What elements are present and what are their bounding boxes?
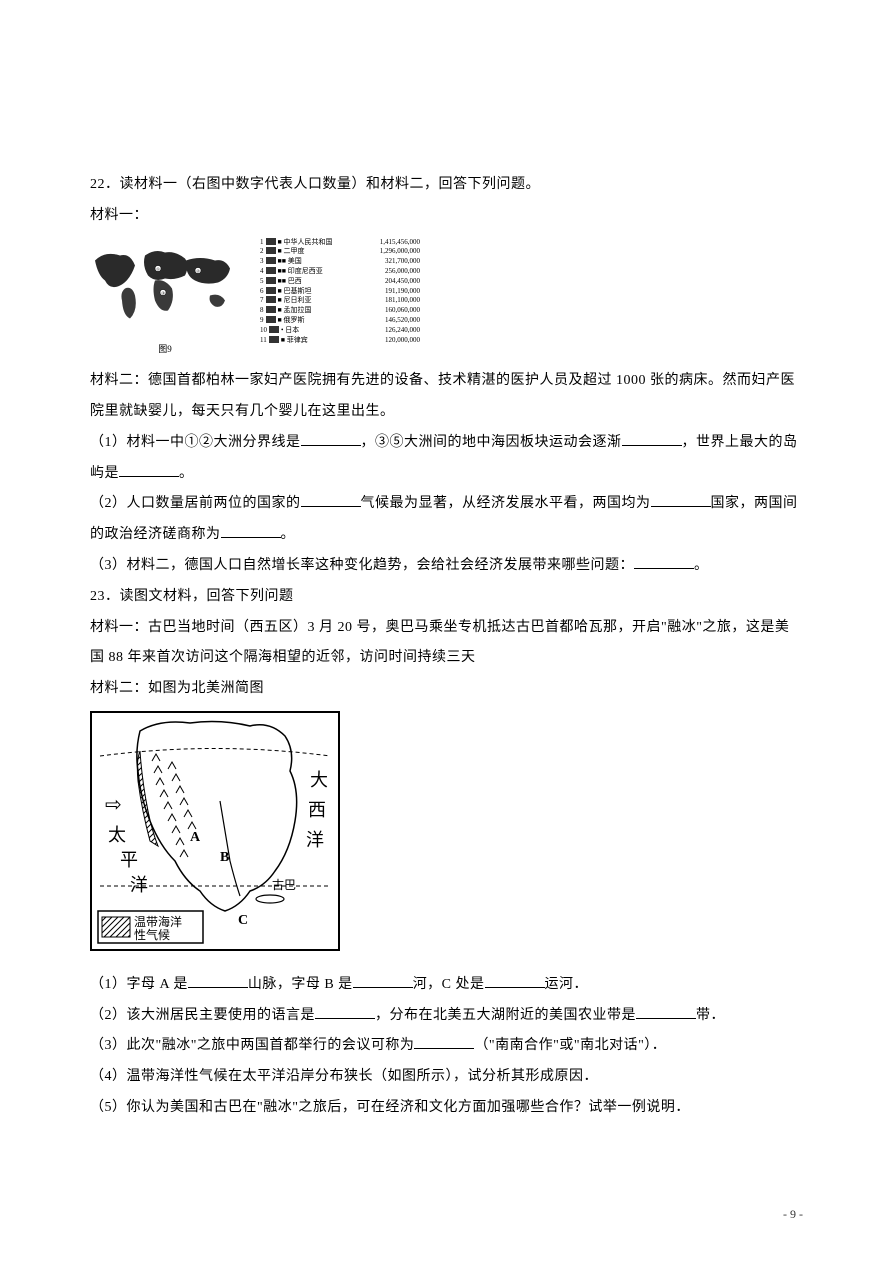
rank-item: 11■ 菲律宾120,000,000: [260, 336, 420, 346]
svg-text:洋: 洋: [130, 875, 148, 895]
q22-intro-text: 读材料一（右图中数字代表人口数量）和材料二，回答下列问题。: [120, 177, 541, 192]
q22-sub2: （2）人口数量居前两位的国家的气候最为显著，从经济发展水平看，两国均为国家，两国…: [90, 489, 803, 551]
blank-input[interactable]: [221, 524, 281, 538]
svg-text:性气候: 性气候: [134, 927, 170, 942]
rank-item: 9■ 俄罗斯146,520,000: [260, 316, 420, 326]
q23-sub2: （2）该大洲居民主要使用的语言是，分布在北美五大湖附近的美国农业带是带．: [90, 1001, 803, 1032]
svg-text:②: ②: [196, 268, 200, 273]
blank-input[interactable]: [353, 974, 413, 988]
svg-text:C: C: [238, 913, 248, 928]
q22-sub3: （3）材料二，德国人口自然增长率这种变化趋势，会给社会经济发展带来哪些问题：。: [90, 551, 803, 582]
flag-icon: [266, 277, 276, 284]
q22-sub1: （1）材料一中①②大洲分界线是，③⑤大洲间的地中海因板块运动会逐渐，世界上最大的…: [90, 428, 803, 490]
rank-item: 3■■ 美国321,700,000: [260, 257, 420, 267]
svg-text:平: 平: [120, 850, 138, 870]
blank-input[interactable]: [622, 432, 682, 446]
flag-icon: [269, 336, 279, 343]
flag-icon: [266, 238, 276, 245]
svg-text:温带海洋: 温带海洋: [134, 914, 182, 929]
flag-icon: [266, 316, 276, 323]
q22-material2: 材料二：德国首都柏林一家妇产医院拥有先进的设备、技术精湛的医护人员及超过 100…: [90, 366, 803, 428]
q22-material1-label: 材料一：: [90, 201, 803, 232]
flag-icon: [266, 287, 276, 294]
q22-intro: 22．读材料一（右图中数字代表人口数量）和材料二，回答下列问题。: [90, 170, 803, 201]
q23-material1: 材料一：古巴当地时间（西五区）3 月 20 号，奥巴马乘坐专机抵达古巴首都哈瓦那…: [90, 613, 803, 675]
world-map-figure: ① ② ③ 图9 1■ 中华人民共和国1,415,456,000 2■ 二甲度1…: [90, 238, 803, 361]
svg-text:古巴: 古巴: [272, 877, 296, 892]
rank-item: 7■ 尼日利亚181,100,000: [260, 296, 420, 306]
blank-input[interactable]: [301, 493, 361, 507]
svg-text:③: ③: [161, 290, 165, 295]
pacific-label: 太: [108, 825, 126, 845]
blank-input[interactable]: [315, 1005, 375, 1019]
rank-item: 1■ 中华人民共和国1,415,456,000: [260, 238, 420, 248]
svg-text:B: B: [220, 850, 229, 865]
flag-icon: [266, 296, 276, 303]
rank-item: 8■ 孟加拉国160,060,000: [260, 306, 420, 316]
q23-sub4: （4）温带海洋性气候在太平洋沿岸分布狭长（如图所示），试分析其形成原因．: [90, 1062, 803, 1093]
rank-item: 10• 日本126,240,000: [260, 326, 420, 336]
q23-sub1: （1）字母 A 是山脉，字母 B 是河，C 处是运河．: [90, 970, 803, 1001]
svg-text:A: A: [190, 830, 201, 845]
blank-input[interactable]: [636, 1005, 696, 1019]
north-america-map: ⇨ 太 平 洋 大 西 洋 A B C 古巴 温带海洋 性气候: [90, 711, 803, 964]
map-caption: 图9: [90, 340, 240, 360]
blank-input[interactable]: [188, 974, 248, 988]
world-map-block: ① ② ③ 图9: [90, 238, 240, 361]
rank-item: 6■ 巴基斯坦191,190,000: [260, 287, 420, 297]
atlantic-label: 大: [310, 770, 328, 790]
flag-icon: [266, 247, 276, 254]
na-map-icon: ⇨ 太 平 洋 大 西 洋 A B C 古巴 温带海洋 性气候: [90, 711, 340, 951]
rank-item: 4■■ 印度尼西亚256,000,000: [260, 267, 420, 277]
svg-text:①: ①: [156, 266, 160, 271]
world-map-icon: ① ② ③: [90, 238, 240, 328]
blank-input[interactable]: [651, 493, 711, 507]
flag-icon: [269, 326, 279, 333]
q23-sub3: （3）此次"融冰"之旅中两国首都举行的会议可称为（"南南合作"或"南北对话"）．: [90, 1031, 803, 1062]
q23-intro-text: 读图文材料，回答下列问题: [120, 589, 294, 604]
svg-text:西: 西: [308, 800, 326, 820]
q23-intro: 23．读图文材料，回答下列问题: [90, 582, 803, 613]
svg-text:洋: 洋: [306, 830, 324, 850]
q23-sub5: （5）你认为美国和古巴在"融冰"之旅后，可在经济和文化方面加强哪些合作？试举一例…: [90, 1093, 803, 1124]
q22-number: 22．: [90, 177, 120, 192]
q23-number: 23．: [90, 589, 120, 604]
flag-icon: [266, 267, 276, 274]
page-number: - 9 -: [783, 1201, 803, 1227]
rank-item: 5■■ 巴西204,450,000: [260, 277, 420, 287]
population-ranking: 1■ 中华人民共和国1,415,456,000 2■ 二甲度1,296,000,…: [260, 238, 420, 346]
rank-item: 2■ 二甲度1,296,000,000: [260, 247, 420, 257]
blank-input[interactable]: [301, 432, 361, 446]
flag-icon: [266, 257, 276, 264]
q23-material2-label: 材料二：如图为北美洲简图: [90, 674, 803, 705]
blank-input[interactable]: [414, 1035, 474, 1049]
blank-input[interactable]: [485, 974, 545, 988]
arrow-icon: ⇨: [105, 794, 122, 816]
blank-input[interactable]: [119, 463, 179, 477]
flag-icon: [266, 306, 276, 313]
blank-input[interactable]: [634, 555, 694, 569]
